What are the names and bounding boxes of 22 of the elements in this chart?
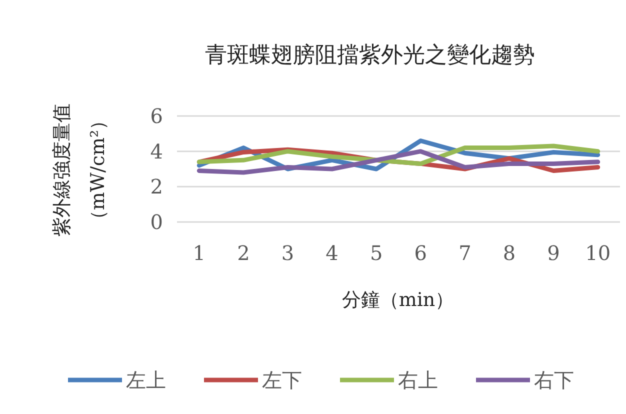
- x-tick-label: 6: [414, 241, 428, 265]
- legend-label: 右下: [534, 368, 574, 392]
- legend-label: 右上: [398, 368, 438, 392]
- line-series: [196, 144, 600, 166]
- x-tick-label: 9: [547, 241, 560, 265]
- y-tick-label: 2: [150, 174, 163, 199]
- x-tick-label: 10: [585, 241, 611, 265]
- y-tick-label: 0: [150, 210, 163, 234]
- y-tick-label: 6: [150, 104, 163, 128]
- y-tick-label: 4: [150, 139, 163, 164]
- legend-label: 左上: [126, 368, 166, 392]
- legend-label: 左下: [262, 368, 302, 392]
- x-tick-label: 7: [458, 241, 472, 265]
- y-axis-title: 紫外線強度量值（mW/cm²）: [51, 104, 109, 236]
- x-tick-label: 8: [502, 241, 516, 265]
- chart-title: 青斑蝶翅膀阻擋紫外光之變化趨勢: [205, 43, 535, 68]
- x-tick-label: 4: [326, 241, 338, 265]
- x-tick-label: 1: [192, 241, 206, 265]
- x-tick-label: 3: [281, 241, 294, 265]
- x-tick-label: 2: [237, 241, 250, 265]
- x-axis-title: 分鐘（min）: [342, 289, 454, 311]
- x-tick-label: 5: [370, 241, 383, 265]
